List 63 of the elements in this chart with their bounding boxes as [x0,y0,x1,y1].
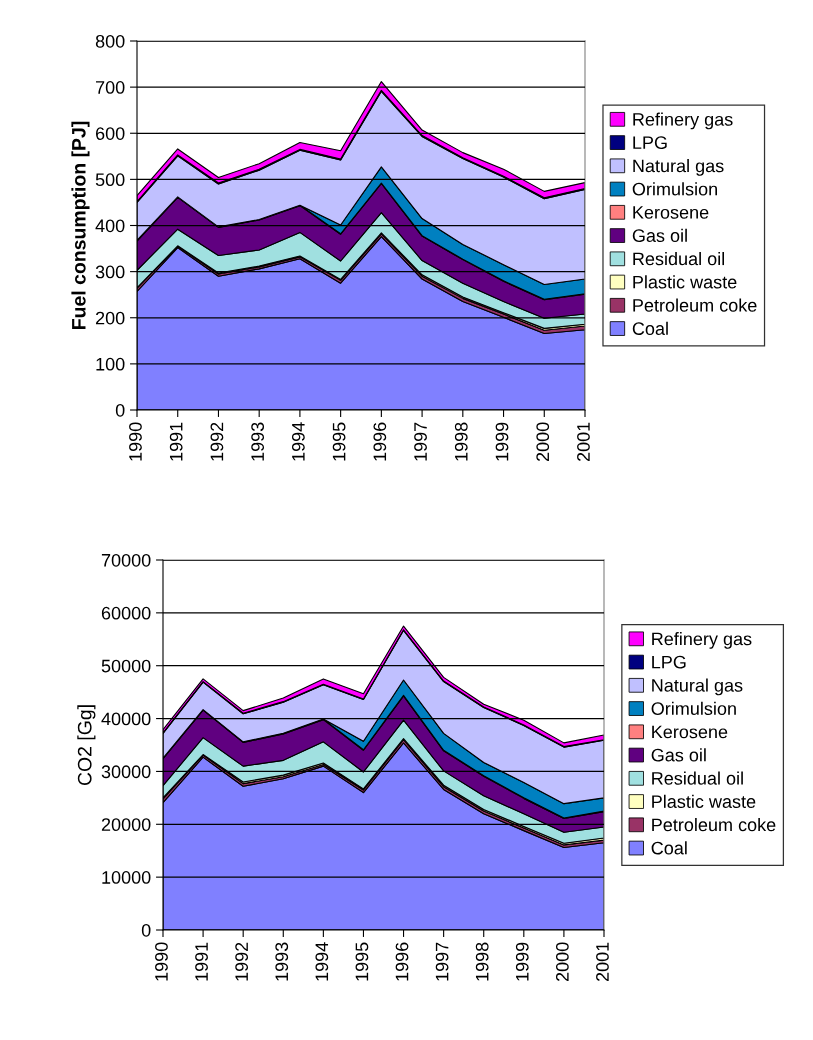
x-tick-label: 1995 [332,422,346,461]
x-tick-label: 1990 [155,942,168,981]
legend-label: Plastic waste [633,275,737,289]
x-tick-label: 1996 [373,422,387,461]
x-tick-label: 1997 [414,422,427,461]
y-tick-label: 200 [95,311,125,325]
y-tick-label: 400 [95,219,125,233]
legend-label: Kerosene [652,725,728,739]
y-tick-label: 700 [96,81,125,94]
x-tick-label: 2000 [555,942,569,982]
x-tick-label: 2001 [596,942,609,982]
x-tick-label: 1993 [275,942,289,981]
legend-label: LPG [633,136,667,150]
x-tick-label: 1990 [129,422,142,461]
legend-label: Coal [632,321,668,335]
y-tick-label: 70000 [101,553,151,567]
legend-label: Coal [651,841,687,855]
y-axis-title: Fuel consumption [PJ] [71,121,90,329]
legend-label: Refinery gas [652,632,752,649]
y-tick-label: 600 [95,127,125,140]
x-tick-label: 1998 [475,942,489,981]
x-tick-label: 1994 [315,942,329,981]
x-tick-label: 1994 [291,422,305,461]
x-tick-label: 2001 [577,422,590,462]
legend-label: Orimulsion [651,701,736,716]
legend-label: LPG [652,655,686,669]
legend-label: Kerosene [633,206,709,219]
y-axis-title: CO2 [Gg] [77,705,96,786]
legend-label: Residual oil [633,252,725,266]
x-tick-label: 2000 [536,422,550,462]
y-tick-label: 0 [141,923,151,937]
x-tick-label: 1998 [454,422,468,461]
legend-label: Gas oil [632,228,687,243]
x-tick-label: 1995 [355,942,369,981]
x-tick-label: 1992 [235,942,249,981]
y-tick-label: 100 [96,357,125,371]
y-tick-label: 0 [115,403,125,417]
x-tick-label: 1999 [495,422,509,461]
y-tick-label: 50000 [101,659,151,673]
y-tick-label: 30000 [101,765,151,779]
y-tick-label: 10000 [102,871,151,884]
x-tick-label: 1991 [195,942,208,981]
legend-label: Residual oil [652,771,743,785]
x-tick-label: 1991 [169,422,183,461]
x-tick-label: 1992 [210,422,224,461]
y-tick-label: 300 [95,265,125,279]
y-tick-label: 20000 [101,818,151,832]
legend-label: Natural gas [633,159,724,176]
legend-label: Orimulsion [632,182,717,196]
y-tick-label: 60000 [101,606,151,620]
legend-label: Refinery gas [633,112,733,130]
legend-label: Natural gas [652,678,743,696]
x-tick-label: 1999 [515,942,529,981]
y-tick-label: 500 [95,173,125,187]
legend-label: Petroleum coke [652,818,776,832]
legend-label: Gas oil [651,748,706,762]
x-tick-label: 1996 [395,942,409,981]
legend-label: Petroleum coke [633,298,757,312]
legend-label: Plastic waste [652,794,756,809]
y-tick-label: 800 [95,34,125,48]
x-tick-label: 1997 [435,942,449,981]
y-tick-label: 40000 [101,712,151,726]
x-tick-label: 1993 [251,422,265,461]
